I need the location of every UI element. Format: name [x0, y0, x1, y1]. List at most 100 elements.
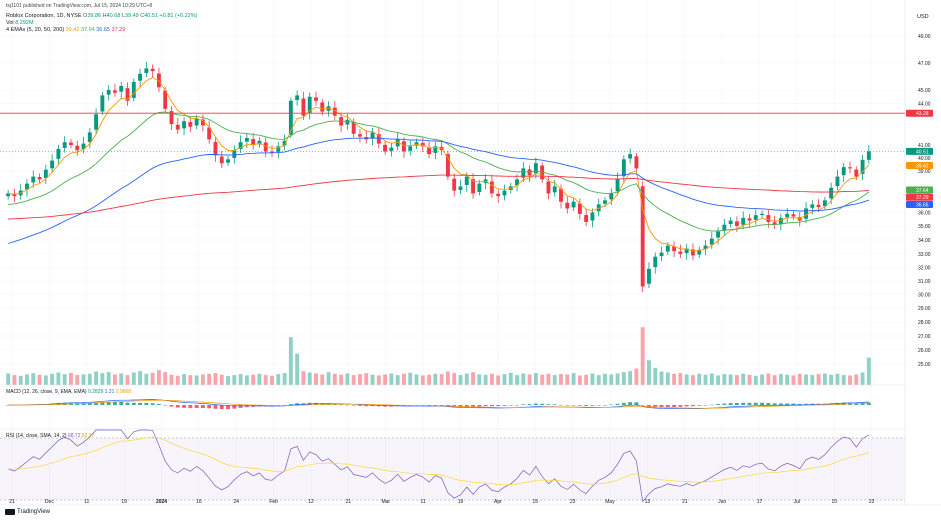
- macd-histogram-bar: [527, 404, 532, 405]
- time-tick-label: 12: [308, 499, 314, 505]
- candle: [138, 73, 143, 81]
- macd-histogram-bar: [502, 405, 507, 406]
- volume-bar: [56, 372, 61, 385]
- price-axis[interactable]: 49.00 47.00 45.00 44.00 41.00 40.00 39.00 36.00…: [906, 34, 933, 368]
- candle: [94, 114, 99, 130]
- time-tick-label: 19: [121, 499, 127, 505]
- macd-histogram-bar: [445, 405, 450, 407]
- candle: [521, 168, 526, 178]
- volume-bar: [458, 375, 463, 385]
- candle: [263, 142, 268, 152]
- candle: [131, 81, 136, 98]
- candle: [345, 119, 350, 125]
- candle: [741, 217, 746, 225]
- brand-name: TradingView: [17, 509, 51, 515]
- candle: [728, 220, 733, 225]
- ema200-line: [8, 174, 869, 220]
- price-label-last: [906, 147, 933, 155]
- candle: [81, 143, 86, 150]
- macd-histogram-bar: [722, 403, 727, 405]
- publish-info: tsj1101 published on TradingView.com, Ju…: [6, 3, 153, 9]
- rsi-line: [7, 429, 870, 503]
- tradingview-logo[interactable]: TradingView: [5, 509, 50, 515]
- ohlc-open: O39.86: [83, 13, 102, 19]
- volume-bar: [288, 337, 293, 385]
- volume-bar: [540, 374, 545, 385]
- volume-bar: [621, 372, 626, 385]
- volume-bar: [282, 373, 287, 385]
- volume-bar: [489, 373, 494, 385]
- time-tick-label: Feb: [269, 499, 278, 505]
- price-label-ema200: [906, 193, 933, 201]
- time-axis[interactable]: 21 Dec 11 19 2024 16 24 Feb 12 21 Mar 11 19 Apr 15 23 Ma…: [9, 499, 874, 505]
- time-tick-label: Jul: [794, 499, 800, 505]
- time-tick-label: 16: [196, 499, 202, 505]
- volume-bar: [533, 373, 538, 385]
- candle: [709, 238, 714, 245]
- macd-histogram-bar: [559, 404, 563, 406]
- volume-bar: [829, 374, 834, 385]
- volume-bar: [603, 373, 607, 385]
- candle: [257, 140, 262, 145]
- candle: [112, 90, 117, 93]
- candle: [734, 221, 739, 226]
- volume-bar: [741, 373, 746, 385]
- volume-bar: [420, 375, 425, 385]
- price-tick-label: 49.00: [918, 34, 931, 40]
- volume-bar: [753, 375, 758, 385]
- macd-histogram-bar: [716, 404, 721, 405]
- candles: [6, 61, 871, 293]
- candle: [301, 98, 306, 116]
- volume-legend: Vol 8.292M: [6, 20, 34, 26]
- volume-bar: [112, 374, 117, 385]
- macd-histogram-bar: [458, 405, 463, 408]
- macd-histogram-bar: [81, 403, 86, 405]
- volume-bar: [427, 374, 432, 385]
- candle: [722, 224, 727, 231]
- volume-bar: [684, 374, 689, 385]
- macd-histogram-bar: [144, 402, 149, 405]
- candle: [213, 141, 218, 156]
- candle: [565, 202, 570, 209]
- candle: [659, 252, 664, 257]
- candle: [25, 183, 29, 190]
- volume-bar: [238, 374, 243, 385]
- time-tick-label: 21: [346, 499, 352, 505]
- volume-bar: [439, 374, 444, 385]
- volume-bar: [559, 374, 563, 385]
- price-tick-label: 47.00: [918, 61, 931, 67]
- macd-histogram-bar: [628, 402, 633, 405]
- candle: [43, 169, 48, 178]
- volume-bar: [791, 375, 796, 385]
- volume-bar: [138, 371, 143, 385]
- candle: [596, 204, 601, 212]
- volume-bar: [156, 370, 161, 385]
- candle: [690, 249, 695, 256]
- price-tick-label: 40.00: [918, 156, 931, 162]
- macd-histogram-bar: [226, 405, 230, 410]
- volume-bar: [496, 375, 501, 385]
- volume-bar: [571, 373, 576, 385]
- volume-bar: [370, 374, 375, 385]
- volume-bar: [31, 373, 36, 385]
- macd-pane: [6, 399, 871, 410]
- volume-bar: [69, 373, 73, 385]
- price-tick-label: 30.00: [918, 293, 931, 299]
- candle: [615, 179, 620, 192]
- volume-bar: [584, 374, 589, 385]
- candle: [50, 160, 55, 169]
- candle: [785, 213, 790, 218]
- price-tick-label: 35.00: [918, 224, 931, 230]
- macd-signal-line: [8, 399, 869, 409]
- volume-bar: [854, 374, 859, 385]
- symbol-legend: Roblox Corporation, 1D, NYSE O39.86 H40.…: [6, 13, 197, 19]
- volume-bar: [182, 374, 187, 385]
- volume-bar: [665, 372, 670, 385]
- volume-bar: [301, 371, 306, 385]
- candle: [219, 156, 224, 164]
- volume-bar: [232, 375, 237, 385]
- price-label-text: 37.29: [916, 195, 929, 201]
- ohlc-high: H40.68: [102, 13, 121, 19]
- price-label-hline: [906, 109, 933, 117]
